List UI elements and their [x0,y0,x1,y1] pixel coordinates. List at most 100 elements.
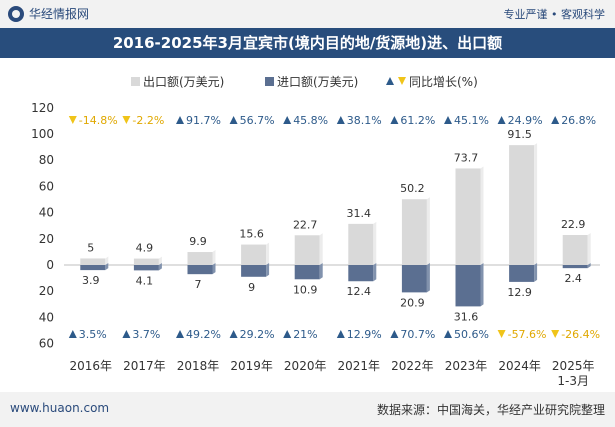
x-tick-label: 2021年 [338,359,381,373]
export-value-label: 15.6 [239,228,264,241]
import-growth-label: 49.2% [186,328,221,341]
import-bar [80,265,106,271]
import-growth-label: 70.7% [400,328,435,341]
import-growth-up-icon [229,330,238,338]
chart: 出口额(万美元) 进口额(万美元) 同比增长(%) 120 100 80 60 40 20… [31,75,600,388]
import-bar-side [158,263,162,271]
export-growth-label: 56.7% [240,114,275,127]
legend-export-swatch [131,77,140,86]
import-bar-side [373,263,377,282]
y-tick-label: 40 [39,310,54,324]
import-growth-up-icon [68,330,77,338]
import-bar [401,265,427,293]
export-bar [187,252,213,265]
x-tick-label: 2019年 [230,359,273,373]
y-tick-label: 120 [31,101,54,115]
export-growth-label: -14.8% [79,114,118,127]
export-bar-side [426,197,430,265]
x-tick-label: 2025年 1-3月 [552,359,595,388]
export-value-label: 9.9 [189,235,207,248]
export-growth-label: 24.9% [508,114,543,127]
export-growth-up-icon [283,116,292,124]
x-tick-label: 2017年 [123,359,166,373]
import-growth-label: 50.6% [454,328,489,341]
export-bar-side [266,242,270,265]
import-value-label: 12.9 [507,286,532,299]
export-growth-up-icon [229,116,238,124]
import-value-label: 12.4 [347,285,372,298]
import-growth-up-icon [283,330,292,338]
import-value-label: 20.9 [400,296,425,309]
import-bar [562,265,588,269]
export-bar-side [480,166,484,265]
y-tick-label: 80 [39,153,54,167]
y-tick-label: 0 [46,258,54,272]
export-value-label: 5 [87,241,94,254]
footer-source: 数据来源：中国海关，华经产业研究院整理 [376,403,605,417]
import-growth-down-icon [497,330,506,338]
export-bar-side [105,256,109,265]
top-bar: 华经情报网 专业严谨 • 客观科学 [0,0,615,28]
import-growth-down-icon [551,330,560,338]
import-bar-side [212,263,216,275]
export-growth-label: 91.7% [186,114,221,127]
export-growth-label: 45.8% [293,114,328,127]
header-tags: 专业严谨 • 客观科学 [503,8,605,21]
export-bar [401,199,427,265]
x-tick-label: 2020年 [284,359,327,373]
import-growth-label: 3.7% [132,328,160,341]
export-growth-label: 45.1% [454,114,489,127]
import-bar-side [105,263,109,271]
import-bar [455,265,481,307]
export-bar-side [373,221,377,265]
plot-area: 120 100 80 60 40 20 0 20 40 60 5 3.9 -14.8% 3.5% 2016年… [31,101,600,388]
export-bar [294,235,320,265]
y-tick-label: 40 [39,206,54,220]
import-bar-side [534,263,538,282]
export-growth-up-icon [390,116,399,124]
x-tick-label: 2016年 [70,359,113,373]
x-tick-label: 2024年 [498,359,541,373]
export-value-label: 4.9 [136,242,154,255]
import-growth-label: 29.2% [240,328,275,341]
export-growth-up-icon [551,116,560,124]
import-value-label: 3.9 [82,274,100,287]
x-tick-label: 2023年 [445,359,488,373]
y-tick-label: 60 [39,179,54,193]
import-bar-side [480,263,484,307]
export-bar-side [319,233,323,265]
import-bar-side [426,263,430,293]
import-value-label: 4.1 [136,274,154,287]
export-bar [80,258,106,265]
export-bar [509,145,535,265]
legend-import-label: 进口额(万美元) [277,75,358,89]
export-bar-side [158,256,162,265]
footer: www.huaon.com 数据来源：中国海关，华经产业研究院整理 [0,392,615,427]
export-growth-up-icon [336,116,345,124]
import-bar [348,265,374,282]
export-growth-up-icon [176,116,184,124]
export-bar-side [212,250,216,265]
import-bar-side [587,263,591,269]
import-growth-label: 21% [293,328,317,341]
y-tick-label: 20 [39,284,54,298]
legend-up-arrow-icon [386,77,394,85]
import-growth-up-icon [444,330,452,338]
export-growth-up-icon [497,116,506,124]
x-tick-label: 2022年 [391,359,434,373]
export-growth-label: 61.2% [400,114,435,127]
import-bar [509,265,535,282]
legend: 出口额(万美元) 进口额(万美元) 同比增长(%) [131,75,478,89]
footer-website: www.huaon.com [10,401,110,415]
import-growth-label: -26.4% [561,328,600,341]
legend-down-arrow-icon [398,77,406,85]
export-value-label: 22.9 [561,218,586,231]
export-bar [133,258,159,265]
export-growth-label: 38.1% [347,114,382,127]
x-tick-label: 2018年 [177,359,220,373]
export-value-label: 91.5 [507,128,532,141]
import-growth-label: 12.9% [347,328,382,341]
export-growth-down-icon [122,116,131,124]
legend-import-swatch [265,77,274,86]
export-bar-side [587,233,591,265]
